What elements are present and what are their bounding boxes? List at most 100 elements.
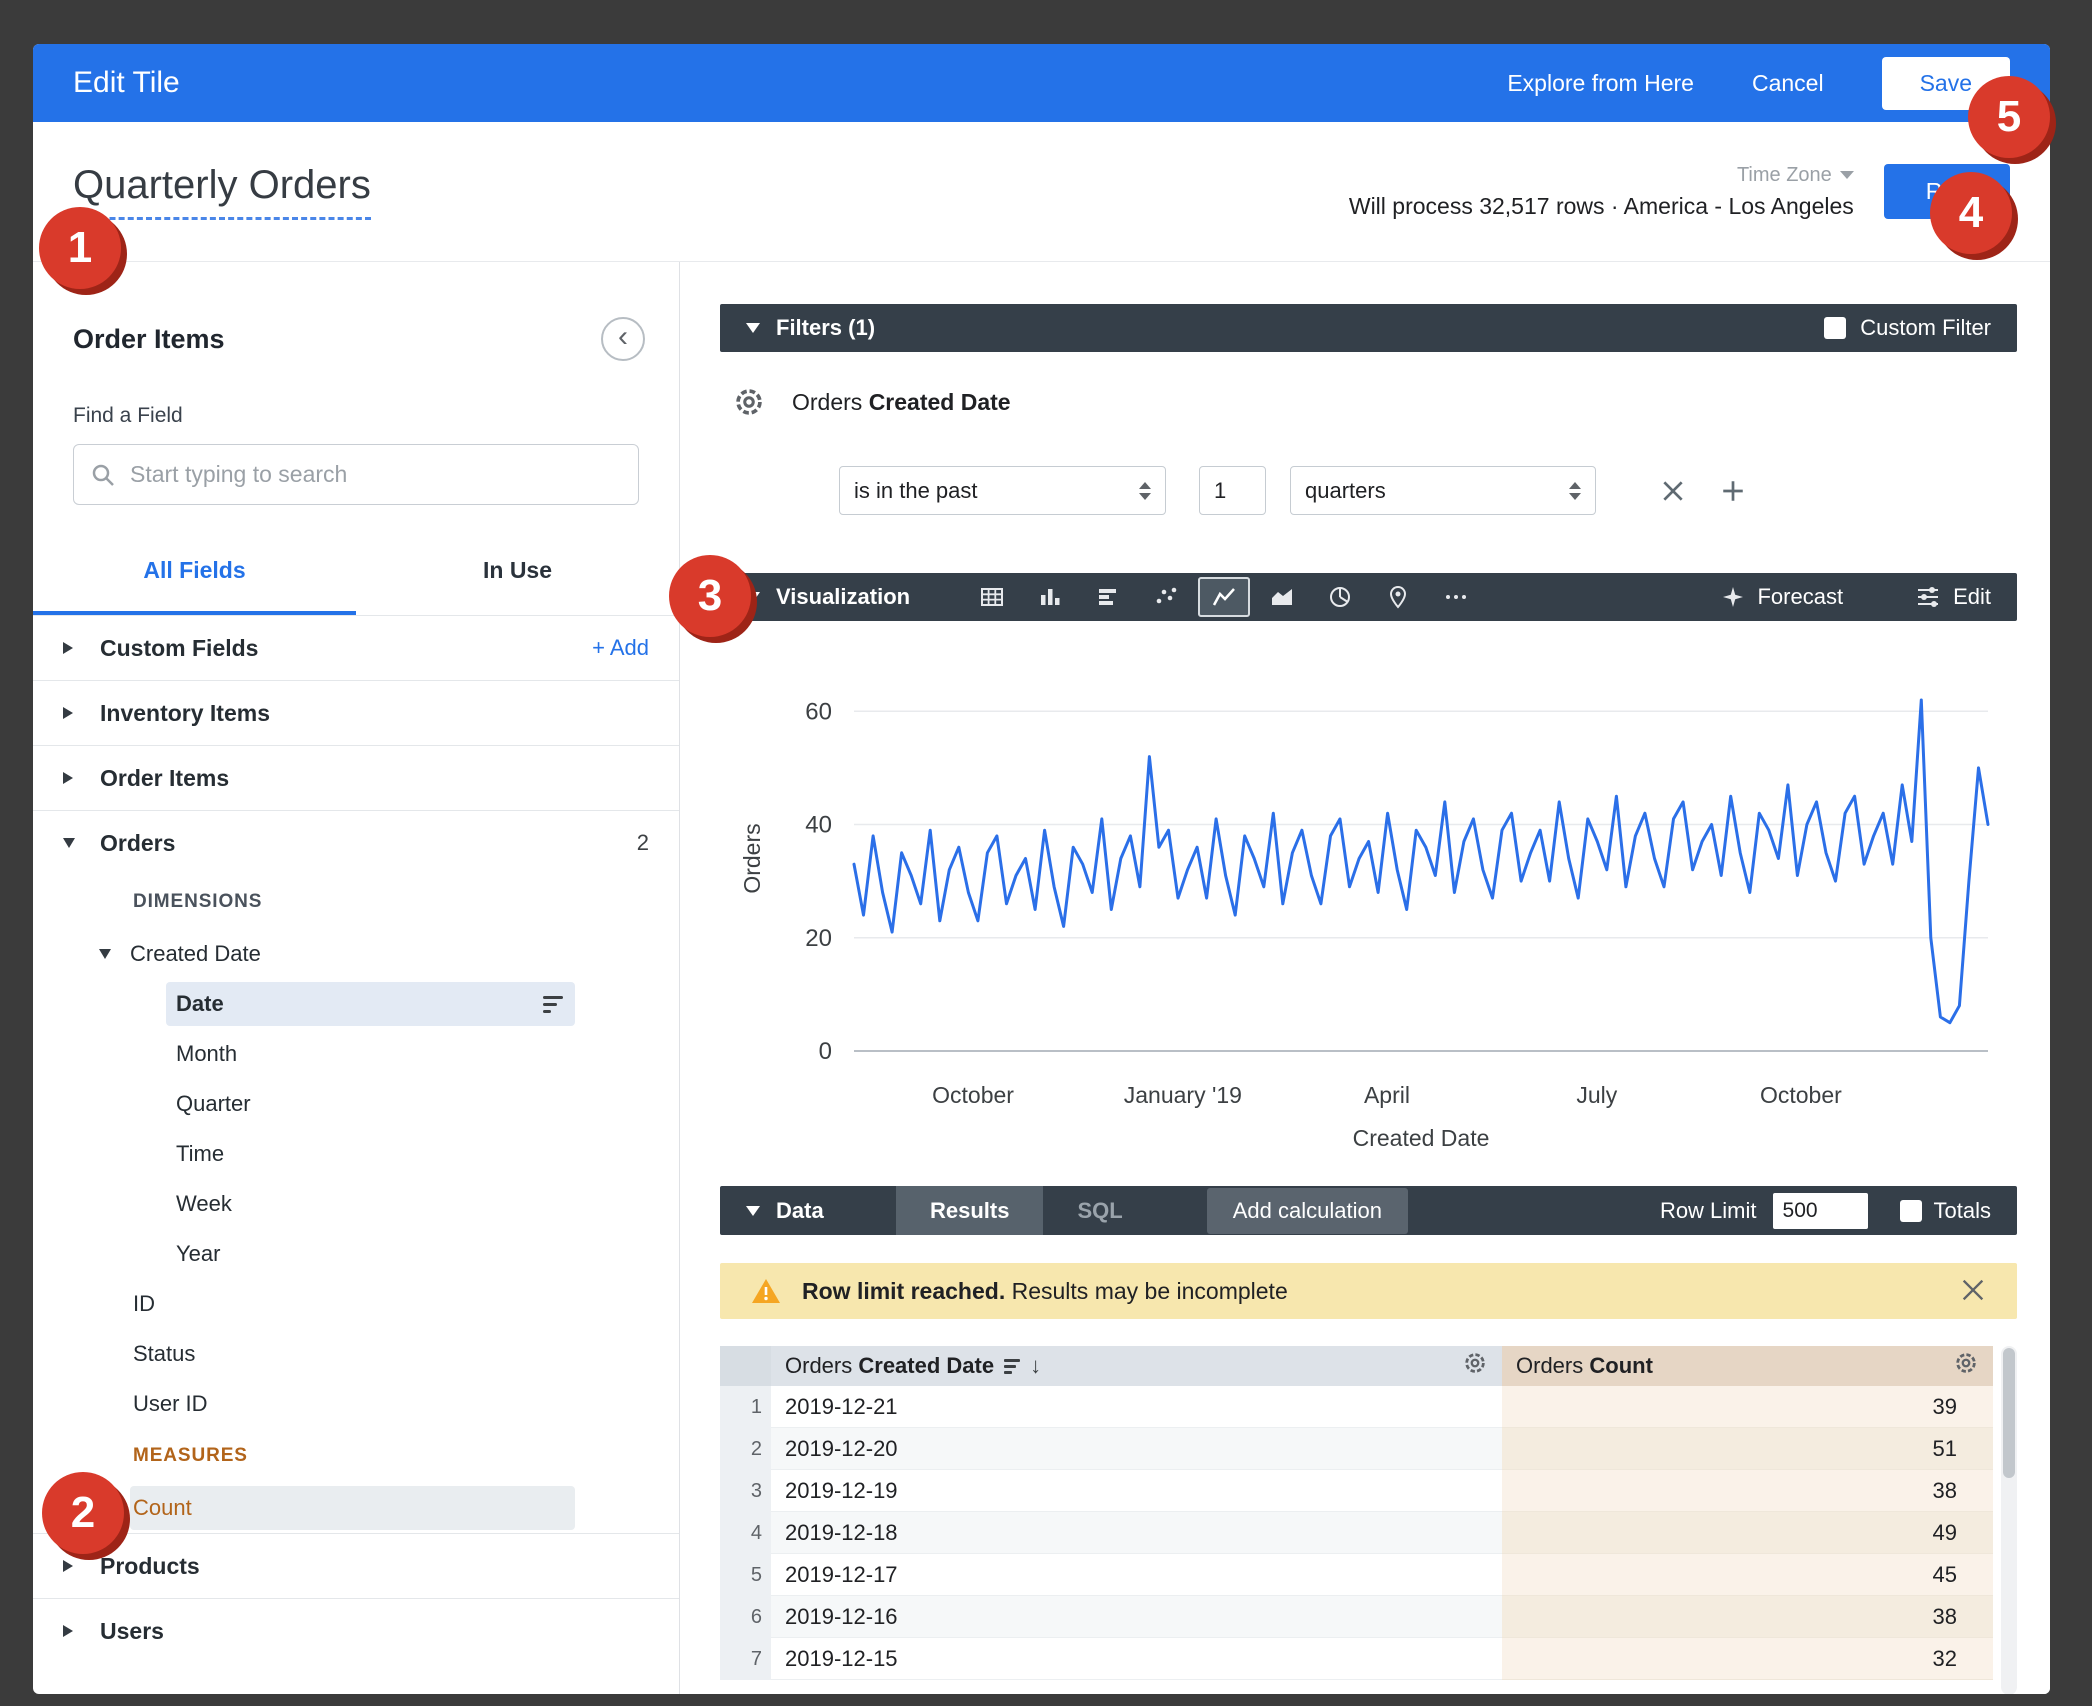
created-date-cell: 2019-12-21: [771, 1386, 1502, 1428]
tab-sql[interactable]: SQL: [1077, 1197, 1123, 1223]
field-label: User ID: [133, 1391, 208, 1416]
filter-gear-icon[interactable]: [732, 385, 766, 419]
chevron-right-icon[interactable]: [63, 642, 73, 654]
svg-text:0: 0: [819, 1038, 832, 1065]
sidebar-item-month[interactable]: Month: [33, 1029, 679, 1079]
sidebar-item-status[interactable]: Status: [33, 1329, 679, 1379]
filter-funnel-icon[interactable]: [543, 995, 563, 1013]
area-chart-type-icon[interactable]: [1256, 577, 1308, 617]
sidebar-item-users[interactable]: Users: [33, 1599, 679, 1663]
timezone-dropdown[interactable]: Time Zone: [1737, 164, 1854, 187]
created-date-cell: 2019-12-18: [771, 1512, 1502, 1554]
scrollbar-thumb[interactable]: [2003, 1348, 2015, 1478]
more-chart-type-icon[interactable]: [1430, 577, 1482, 617]
created-date-header-text: Orders Created Date: [785, 1353, 995, 1378]
sidebar-item-id[interactable]: ID: [33, 1279, 679, 1329]
table-row[interactable]: 2 2019-12-20 51: [720, 1428, 1993, 1470]
edit-tile-window: Edit Tile Explore from Here Cancel Save …: [33, 44, 2050, 1694]
table-row[interactable]: 6 2019-12-16 38: [720, 1596, 1993, 1638]
filter-amount-input[interactable]: [1199, 466, 1266, 515]
tab-all-fields[interactable]: All Fields: [33, 557, 356, 615]
table-row[interactable]: 7 2019-12-15 32: [720, 1638, 1993, 1680]
table-row[interactable]: 5 2019-12-17 45: [720, 1554, 1993, 1596]
table-row[interactable]: 4 2019-12-18 49: [720, 1512, 1993, 1554]
svg-text:Orders: Orders: [739, 823, 765, 893]
selected-field-highlight: [166, 982, 575, 1026]
chevron-down-icon[interactable]: [99, 949, 111, 959]
table-scrollbar[interactable]: [2001, 1346, 2017, 1694]
dismiss-warning-button[interactable]: [1959, 1276, 1987, 1307]
totals-checkbox[interactable]: [1899, 1199, 1922, 1222]
sidebar-item-orders[interactable]: Orders 2: [33, 811, 679, 875]
chevron-down-icon[interactable]: [63, 838, 75, 848]
collapse-data-icon[interactable]: [746, 1205, 760, 1216]
table-row[interactable]: 1 2019-12-21 39: [720, 1386, 1993, 1428]
scatter-chart-type-icon[interactable]: [1140, 577, 1192, 617]
collapse-visualization-icon[interactable]: [746, 592, 760, 602]
cancel-button[interactable]: Cancel: [1751, 69, 1824, 96]
tile-title[interactable]: Quarterly Orders: [73, 163, 371, 220]
sidebar-item-created-date[interactable]: Created Date: [33, 929, 679, 979]
svg-text:Created Date: Created Date: [1353, 1125, 1490, 1151]
row-number-cell: 4: [720, 1512, 771, 1554]
created-date-column-header[interactable]: Orders Created Date ↓: [771, 1346, 1502, 1386]
filter-unit-value: quarters: [1305, 477, 1386, 503]
count-column-header[interactable]: Orders Count: [1502, 1346, 1993, 1386]
add-custom-field-button[interactable]: + Add: [592, 635, 649, 660]
sidebar-item-quarter[interactable]: Quarter: [33, 1079, 679, 1129]
line-chart-type-icon[interactable]: [1198, 577, 1251, 617]
callout-badge-4: 4: [1930, 172, 2012, 254]
sidebar-item-products[interactable]: Products: [33, 1534, 679, 1598]
count-gear-icon[interactable]: [1953, 1350, 1979, 1382]
custom-filter-toggle: Custom Filter: [1824, 315, 1991, 341]
filter-unit-select[interactable]: quarters: [1290, 466, 1596, 515]
sidebar-item-inventory-items[interactable]: Inventory Items: [33, 681, 679, 745]
sidebar-header: Order Items ‹: [33, 317, 679, 361]
svg-text:20: 20: [805, 925, 832, 952]
search-icon: [92, 464, 114, 486]
edit-viz-button[interactable]: Edit: [1915, 584, 1991, 610]
sidebar-item-week[interactable]: Week: [33, 1179, 679, 1229]
created-date-gear-icon[interactable]: [1462, 1350, 1488, 1382]
field-search-box[interactable]: [73, 444, 639, 505]
chevron-right-icon[interactable]: [63, 1560, 73, 1572]
sidebar-item-date[interactable]: Date: [33, 979, 679, 1029]
list-divider: [33, 1598, 679, 1599]
sidebar-item-custom-fields[interactable]: Custom Fields + Add: [33, 616, 679, 680]
map-chart-type-icon[interactable]: [1372, 577, 1424, 617]
bar-chart-type-icon[interactable]: [1082, 577, 1134, 617]
add-filter-button[interactable]: [1720, 478, 1746, 504]
field-label: Order Items: [100, 764, 230, 791]
forecast-button[interactable]: Forecast: [1721, 584, 1843, 610]
row-number-cell: 7: [720, 1638, 771, 1680]
filter-condition-select[interactable]: is in the past: [839, 466, 1166, 515]
collapse-filters-icon[interactable]: [746, 323, 760, 333]
add-calculation-button[interactable]: Add calculation: [1206, 1187, 1408, 1234]
callout-badge-1: 1: [39, 207, 121, 289]
chevron-right-icon[interactable]: [63, 772, 73, 784]
sidebar-item-order-items[interactable]: Order Items: [33, 746, 679, 810]
selected-field-highlight: [130, 1486, 575, 1530]
row-limit-input[interactable]: [1772, 1192, 1868, 1229]
pie-chart-type-icon[interactable]: [1314, 577, 1366, 617]
created-date-cell: 2019-12-15: [771, 1638, 1502, 1680]
search-input[interactable]: [130, 461, 622, 488]
sidebar-item-user-id[interactable]: User ID: [33, 1379, 679, 1429]
list-divider: [33, 680, 679, 681]
sidebar-item-count[interactable]: Count: [33, 1483, 679, 1533]
collapse-sidebar-button[interactable]: ‹: [601, 317, 645, 361]
tab-in-use[interactable]: In Use: [482, 557, 553, 583]
chevron-right-icon[interactable]: [63, 1625, 73, 1637]
count-cell: 38: [1502, 1470, 1993, 1512]
tab-results[interactable]: Results: [896, 1186, 1044, 1235]
explore-from-here-link[interactable]: Explore from Here: [1507, 69, 1694, 96]
sidebar-item-year[interactable]: Year: [33, 1229, 679, 1279]
column-chart-type-icon[interactable]: [1024, 577, 1076, 617]
table-chart-type-icon[interactable]: [966, 577, 1018, 617]
chevron-right-icon[interactable]: [63, 707, 73, 719]
remove-filter-button[interactable]: [1660, 478, 1686, 504]
line-chart[interactable]: 0 20 40 60 October January '19 April July Octobe…: [720, 621, 2017, 1186]
table-row[interactable]: 3 2019-12-19 38: [720, 1470, 1993, 1512]
custom-filter-checkbox[interactable]: [1824, 317, 1847, 339]
sidebar-item-time[interactable]: Time: [33, 1129, 679, 1179]
